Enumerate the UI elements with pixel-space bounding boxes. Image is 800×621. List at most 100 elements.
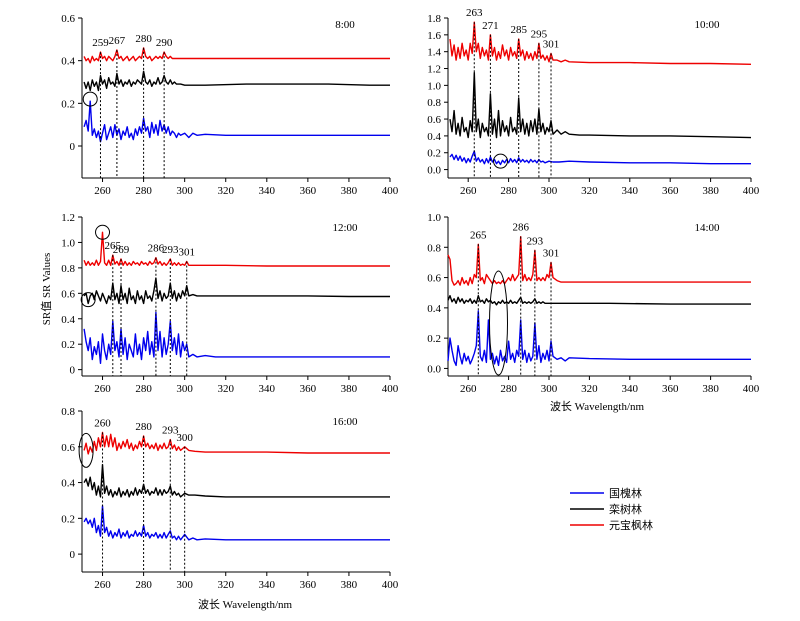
y-tick-label: 0.0 [427,363,441,375]
x-tick-label: 340 [622,185,639,197]
peak-label: 293 [162,244,179,256]
peak-label: 265 [105,240,122,252]
y-tick-label: 0 [70,549,76,561]
y-tick-label: 0.6 [61,288,75,300]
y-tick-label: 0.6 [61,442,75,454]
peak-label: 286 [512,222,529,234]
x-axis-title-left: 波长 Wavelength/nm [198,598,293,611]
y-tick-label: 1.4 [427,47,441,59]
y-tick-label: 0.4 [427,303,441,315]
panel-1: 0.0 0.2 0.4 0.6 0.8 1.0 1.2 1.4 1.6 1.8 260 280 300 3… [427,7,760,197]
x-tick-label: 380 [341,383,358,395]
series-line-0 [449,150,751,166]
x-tick-label: 340 [259,579,276,591]
peak-label: 290 [156,37,173,49]
x-tick-label: 400 [743,383,760,395]
panel-2: 0 0.2 0.4 0.6 0.8 1.0 1.2 260 280 300 320 340 360 380… [61,212,399,395]
x-tick-label: 320 [217,185,234,197]
x-tick-label: 300 [176,185,193,197]
x-tick-label: 360 [662,383,679,395]
annotation-circle [95,224,111,240]
panel-4: 0 0.2 0.4 0.6 0.8 260 280 300 320 340 360 380 400 260… [61,406,399,591]
time-label: 10:00 [694,19,720,31]
annotation-circle [493,153,509,169]
peak-label: 293 [527,235,544,247]
y-tick-label: 0.4 [427,131,441,143]
y-tick-label: 0.2 [61,98,75,110]
x-tick-label: 260 [460,185,477,197]
series-line-0 [447,310,751,367]
y-tick-label: 0.4 [61,478,75,490]
series-line-1 [449,71,752,139]
x-tick-label: 380 [341,579,358,591]
x-tick-label: 280 [135,579,152,591]
x-tick-label: 300 [176,383,193,395]
y-tick-label: 0.0 [427,165,441,177]
peak-label: 280 [135,421,152,433]
peak-label: 260 [94,417,111,429]
time-label: 16:00 [332,416,358,428]
time-label: 8:00 [335,19,355,31]
x-tick-label: 300 [541,383,558,395]
x-tick-label: 340 [622,383,639,395]
y-tick-label: 1.0 [427,212,441,224]
x-tick-label: 260 [94,579,111,591]
peak-label: 301 [178,247,195,259]
annotation-ellipse [78,432,94,468]
y-tick-label: 0 [70,365,76,377]
peak-label: 267 [109,35,126,47]
peak-label: 263 [466,7,483,19]
y-tick-label: 1.0 [61,237,75,249]
series-line-0 [83,100,390,143]
series-line-2 [83,431,390,455]
x-tick-label: 260 [460,383,477,395]
panel-0: 0 0.2 0.4 0.6 260 280 300 320 340 360 380 400 259 267… [61,13,399,197]
annotation-ellipse [489,270,508,376]
x-tick-label: 260 [94,185,111,197]
x-tick-label: 300 [541,185,558,197]
peak-label: 280 [135,33,152,45]
x-tick-label: 280 [500,383,517,395]
peak-label: 269 [113,244,130,256]
peak-label: 301 [543,247,560,259]
annotation-circle [82,91,98,107]
y-tick-label: 0.8 [427,242,441,254]
y-tick-label: 1.8 [427,13,441,25]
x-tick-label: 340 [259,185,276,197]
x-tick-label: 300 [176,579,193,591]
x-tick-label: 400 [743,185,760,197]
panel-3: 0.0 0.2 0.4 0.6 0.8 1.0 260 280 300 320 340 360 380 4… [427,212,760,395]
peak-label: 271 [482,20,499,32]
series-line-2 [447,235,751,286]
x-tick-label: 280 [135,383,152,395]
peak-label: 301 [543,38,560,50]
time-label: 12:00 [332,222,358,234]
y-tick-label: 0.8 [427,97,441,109]
y-tick-label: 0.2 [427,148,441,160]
x-tick-label: 360 [300,383,317,395]
peak-label: 295 [531,28,548,40]
x-tick-label: 280 [500,185,517,197]
y-tick-label: 1.2 [427,64,441,76]
time-label: 14:00 [694,222,720,234]
y-tick-label: 0.8 [61,406,75,418]
y-tick-label: 0.6 [427,114,441,126]
x-tick-label: 360 [300,579,317,591]
series-line-1 [83,70,390,92]
x-tick-label: 320 [217,579,234,591]
series-line-0 [83,505,390,541]
chart-panels: 0 0.2 0.4 0.6 260 280 300 320 340 360 380 400 259 267… [61,7,760,591]
y-tick-label: 0.4 [61,56,75,68]
series-line-0 [83,311,390,364]
x-tick-label: 320 [217,383,234,395]
peak-label: 293 [162,425,179,437]
y-tick-label: 1.2 [61,212,75,224]
series-line-2 [83,231,390,267]
x-tick-label: 380 [341,185,358,197]
x-tick-label: 320 [581,383,598,395]
x-tick-label: 400 [382,185,399,197]
legend-label-0: 国槐林 [609,486,642,500]
series-line-1 [447,295,751,306]
